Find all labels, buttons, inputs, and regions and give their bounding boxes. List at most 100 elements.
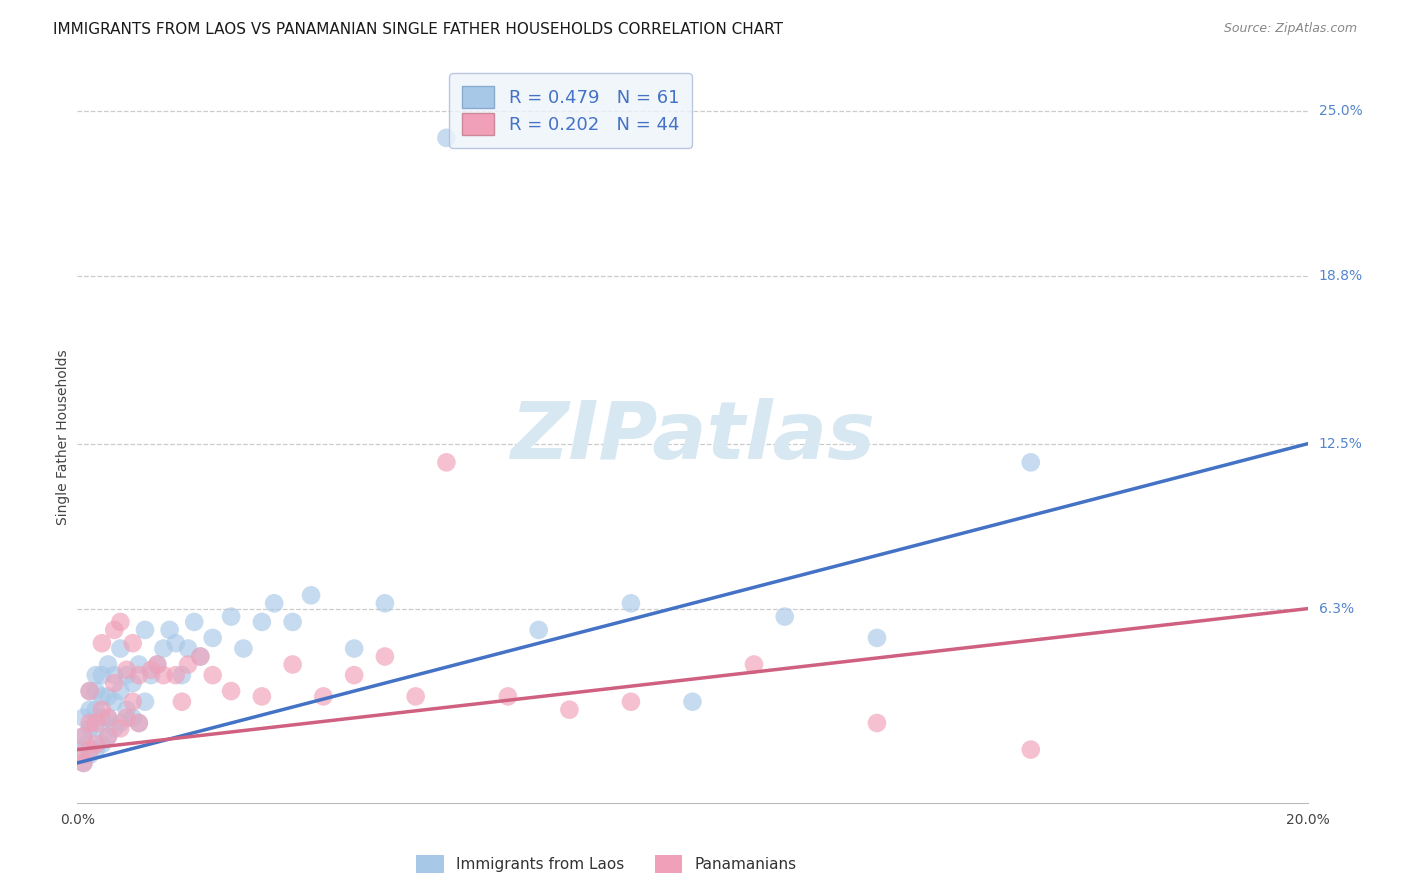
Point <box>103 722 125 736</box>
Text: 18.8%: 18.8% <box>1319 269 1362 283</box>
Point <box>97 711 120 725</box>
Point <box>72 729 94 743</box>
Point <box>90 636 114 650</box>
Point <box>527 623 550 637</box>
Point <box>84 716 107 731</box>
Point <box>219 609 242 624</box>
Point <box>90 703 114 717</box>
Point <box>250 690 273 704</box>
Point <box>219 684 242 698</box>
Point <box>84 684 107 698</box>
Point <box>72 711 94 725</box>
Text: IMMIGRANTS FROM LAOS VS PANAMANIAN SINGLE FATHER HOUSEHOLDS CORRELATION CHART: IMMIGRANTS FROM LAOS VS PANAMANIAN SINGL… <box>53 22 783 37</box>
Point <box>496 690 519 704</box>
Point <box>90 690 114 704</box>
Text: ZIPatlas: ZIPatlas <box>510 398 875 476</box>
Point <box>72 729 94 743</box>
Point <box>103 623 125 637</box>
Point <box>115 703 138 717</box>
Point <box>152 668 174 682</box>
Point <box>299 588 322 602</box>
Point <box>115 663 138 677</box>
Point <box>121 695 143 709</box>
Point <box>177 657 200 672</box>
Point <box>146 657 169 672</box>
Point <box>84 668 107 682</box>
Point <box>177 641 200 656</box>
Point <box>103 668 125 682</box>
Point <box>69 747 91 762</box>
Point <box>742 657 765 672</box>
Point <box>79 703 101 717</box>
Text: 25.0%: 25.0% <box>1319 104 1362 119</box>
Point <box>620 695 643 709</box>
Point <box>343 641 366 656</box>
Point <box>79 684 101 698</box>
Point <box>128 716 150 731</box>
Legend: Immigrants from Laos, Panamanians: Immigrants from Laos, Panamanians <box>411 848 803 880</box>
Point <box>183 615 205 629</box>
Point <box>1019 455 1042 469</box>
Point <box>97 711 120 725</box>
Point <box>201 668 224 682</box>
Point <box>558 703 581 717</box>
Point <box>866 716 889 731</box>
Text: 6.3%: 6.3% <box>1319 601 1354 615</box>
Point <box>165 636 187 650</box>
Point <box>159 623 181 637</box>
Point <box>170 695 193 709</box>
Point <box>79 722 101 736</box>
Y-axis label: Single Father Households: Single Father Households <box>56 350 70 524</box>
Point <box>69 742 91 756</box>
Point <box>72 756 94 770</box>
Point <box>263 596 285 610</box>
Point <box>72 756 94 770</box>
Point <box>128 668 150 682</box>
Point <box>90 711 114 725</box>
Point <box>232 641 254 656</box>
Point <box>436 455 458 469</box>
Point <box>128 657 150 672</box>
Point <box>110 641 132 656</box>
Point <box>682 695 704 709</box>
Text: 12.5%: 12.5% <box>1319 437 1362 450</box>
Point <box>97 729 120 743</box>
Point <box>773 609 796 624</box>
Point <box>128 716 150 731</box>
Point <box>146 657 169 672</box>
Point <box>79 684 101 698</box>
Point <box>436 131 458 145</box>
Point <box>97 690 120 704</box>
Point <box>141 668 163 682</box>
Point <box>170 668 193 682</box>
Point <box>121 711 143 725</box>
Point <box>134 623 156 637</box>
Point <box>115 711 138 725</box>
Point <box>312 690 335 704</box>
Point <box>115 668 138 682</box>
Point <box>201 631 224 645</box>
Point <box>79 747 101 762</box>
Point <box>84 722 107 736</box>
Point <box>90 737 114 751</box>
Point <box>152 641 174 656</box>
Point <box>343 668 366 682</box>
Point <box>84 703 107 717</box>
Point <box>165 668 187 682</box>
Point <box>79 742 101 756</box>
Point <box>110 722 132 736</box>
Point <box>90 668 114 682</box>
Point <box>281 615 304 629</box>
Point <box>110 716 132 731</box>
Point <box>620 596 643 610</box>
Point <box>110 615 132 629</box>
Point <box>84 737 107 751</box>
Point <box>103 695 125 709</box>
Point <box>103 676 125 690</box>
Point <box>97 729 120 743</box>
Point <box>110 684 132 698</box>
Point <box>250 615 273 629</box>
Point <box>141 663 163 677</box>
Text: Source: ZipAtlas.com: Source: ZipAtlas.com <box>1223 22 1357 36</box>
Point <box>97 657 120 672</box>
